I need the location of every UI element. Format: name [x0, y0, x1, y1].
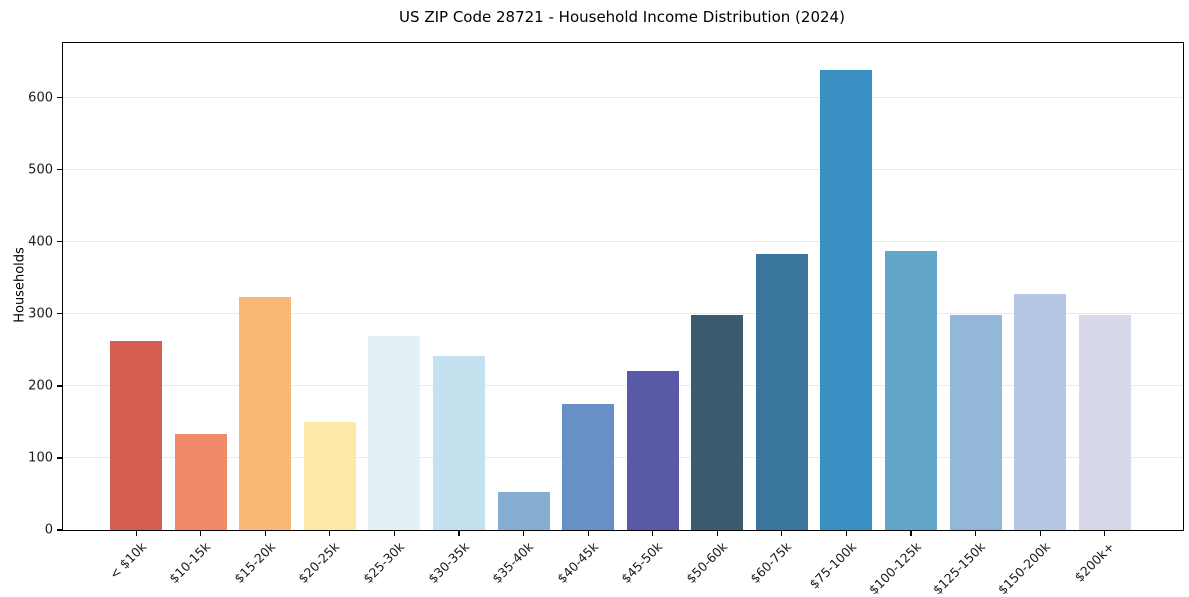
- x-tick-mark: [975, 531, 977, 536]
- x-tick-mark: [329, 531, 331, 536]
- y-tick-label: 500: [28, 162, 53, 178]
- gridline-y-300: [63, 312, 1183, 314]
- bar-30-35k: [433, 355, 486, 530]
- y-tick-label: 600: [28, 90, 53, 106]
- bar-35-40k: [497, 491, 550, 530]
- y-tick-mark: [57, 313, 62, 315]
- bar-60-75k: [755, 254, 808, 530]
- gridline-y-100: [63, 456, 1183, 458]
- y-tick-mark: [57, 241, 62, 243]
- x-tick-mark: [458, 531, 460, 536]
- gridline-y-600: [63, 96, 1183, 98]
- gridline-y-500: [63, 168, 1183, 170]
- x-tick-label: $150-200k: [994, 539, 1053, 597]
- x-tick-label: $45-50k: [618, 539, 666, 587]
- bar-75-100k: [820, 70, 873, 530]
- x-tick-label: $15-20k: [230, 539, 278, 587]
- bar-20-25k: [303, 421, 356, 530]
- bar-150-200k: [1014, 293, 1067, 530]
- x-tick-mark: [1039, 531, 1041, 536]
- y-tick-mark: [57, 529, 62, 531]
- y-tick-label: 100: [28, 450, 53, 466]
- x-tick-mark: [523, 531, 525, 536]
- x-tick-mark: [135, 531, 137, 536]
- y-tick-label: 0: [44, 522, 53, 538]
- x-tick-mark: [910, 531, 912, 536]
- x-tick-label: $125-150k: [929, 539, 989, 597]
- bar-45-50k: [626, 370, 679, 530]
- x-tick-label: $20-25k: [295, 539, 343, 587]
- x-tick-mark: [200, 531, 202, 536]
- x-tick-label: $50-60k: [682, 539, 730, 587]
- x-tick-label: < $10k: [105, 539, 149, 582]
- x-tick-label: $10-15k: [166, 539, 214, 587]
- x-tick-label: $60-75k: [747, 539, 795, 587]
- bar-15-20k: [239, 297, 292, 530]
- x-tick-label: $40-45k: [553, 539, 601, 587]
- x-tick-label: $25-30k: [360, 539, 408, 587]
- y-tick-label: 400: [28, 234, 53, 250]
- chart-title: US ZIP Code 28721 - Household Income Dis…: [399, 8, 845, 26]
- bar-100-125k: [885, 251, 938, 530]
- gridline-y-200: [63, 384, 1183, 386]
- y-tick-label: 300: [28, 306, 53, 322]
- x-tick-mark: [264, 531, 266, 536]
- gridline-y-400: [63, 240, 1183, 242]
- x-tick-mark: [845, 531, 848, 536]
- y-tick-mark: [57, 457, 62, 459]
- x-tick-label: $200k+: [1071, 539, 1118, 585]
- plot-area: 0 100 200 300 400 500 600 < $10k $10-15k $15-20k $…: [28, 42, 1184, 597]
- x-tick-mark: [393, 531, 396, 536]
- x-tick-mark: [781, 531, 783, 536]
- x-tick-mark: [1104, 531, 1106, 536]
- y-tick-mark: [57, 385, 62, 387]
- bar-125-150k: [949, 315, 1002, 530]
- x-tick-mark: [652, 531, 654, 536]
- y-tick-mark: [57, 97, 62, 99]
- y-tick-mark: [57, 169, 62, 171]
- x-tick-label: $75-100k: [806, 539, 860, 592]
- x-tick-label: $35-40k: [489, 539, 537, 587]
- bar-10-15k: [174, 434, 227, 530]
- x-tick-label: $30-35k: [424, 539, 472, 587]
- bar-40-45k: [562, 403, 615, 530]
- bar-10k: [110, 341, 163, 530]
- x-tick-mark: [716, 531, 718, 536]
- y-tick-label: 200: [28, 378, 53, 394]
- x-tick-label: $100-125k: [865, 539, 924, 597]
- bar-200k: [1078, 315, 1131, 530]
- x-tick-mark: [587, 531, 589, 536]
- bar-50-60k: [691, 314, 744, 530]
- bar-25-30k: [368, 336, 421, 530]
